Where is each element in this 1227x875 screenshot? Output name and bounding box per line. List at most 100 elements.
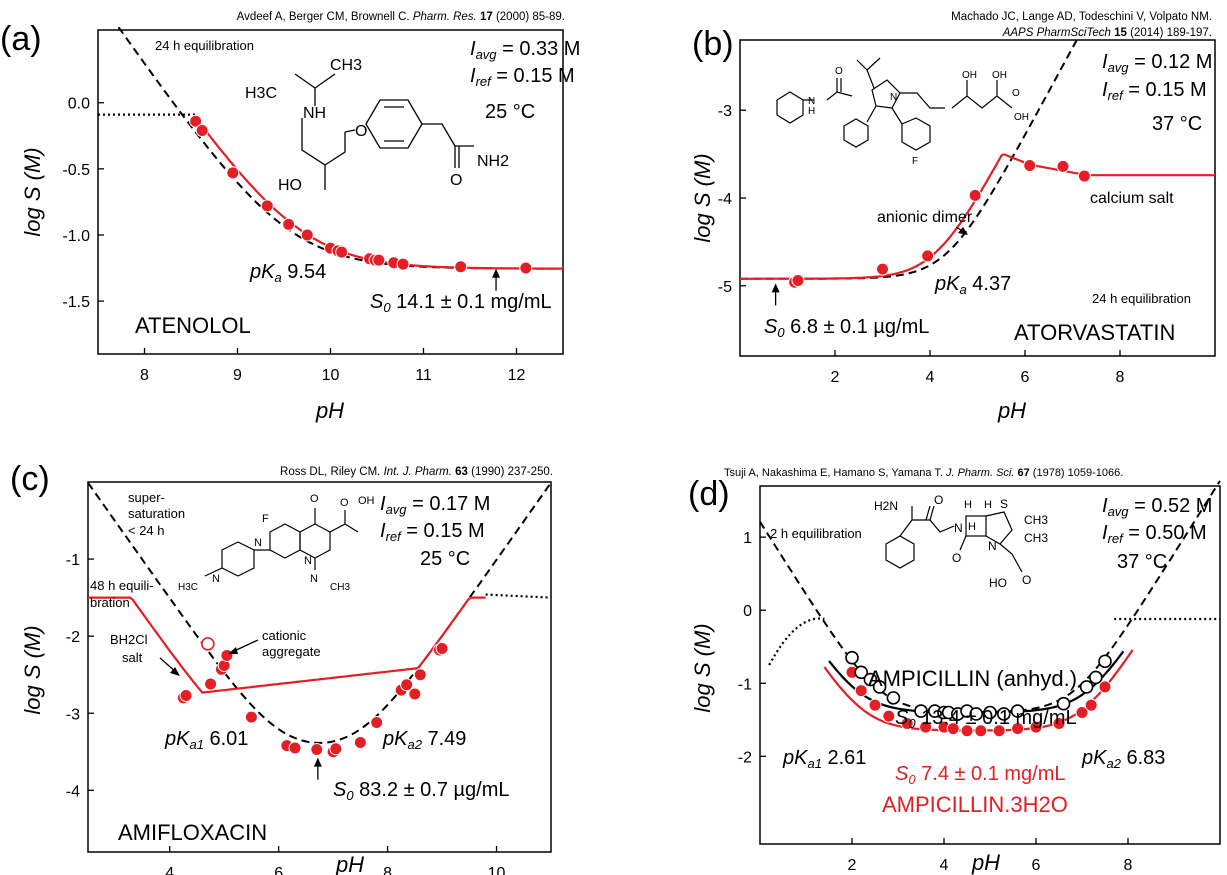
data-point (329, 742, 343, 756)
data-point (282, 217, 296, 231)
supersat-line1: super- (128, 490, 165, 505)
structure-oh: OH (358, 495, 375, 507)
x-tick-label: 6 (1032, 857, 1041, 874)
supersat-line3: < 24 h (128, 523, 165, 538)
data-point (886, 691, 901, 705)
data-point (435, 642, 449, 655)
equilibration-note: 24 h equilibration (155, 38, 254, 53)
chart-panel-a: (a) Avdeef A, Berger CM, Brownell C. Pha… (0, 11, 580, 423)
data-point (1056, 696, 1071, 711)
x-tick-label: 4 (940, 857, 949, 874)
supersat-line2: saturation (128, 506, 185, 521)
structure-nh: N (954, 521, 963, 535)
x-axis-label: pH (335, 852, 364, 875)
temperature: 25 °C (420, 548, 470, 570)
molecule-structure (885, 505, 1023, 573)
aggregate-arrowhead (228, 647, 238, 654)
s0-anhyd: S0 13.4 ± 0.1 mg/mL (895, 707, 1077, 731)
x-tick-label: 4 (926, 369, 935, 386)
y-tick-label: -4 (718, 191, 732, 208)
data-point (396, 257, 410, 271)
structure-o2: O (1012, 88, 1020, 99)
data-point (996, 707, 1011, 721)
x-tick-label: 11 (415, 367, 432, 384)
structure-ch3: CH3 (330, 57, 362, 74)
henderson-hasselbalch-curve (740, 34, 1081, 280)
x-tick-label: 8 (140, 367, 149, 384)
structure-ho: HO (278, 177, 302, 194)
s0-label: S0 14.1 ± 0.1 mg/mL (370, 291, 552, 315)
s0-arrow-head (313, 757, 322, 767)
s0-arrow-head (492, 268, 501, 278)
reference-journal: AAPS PharmSciTech 15 (2014) 189-197. (1002, 27, 1212, 39)
y-tick-label: -1.0 (62, 228, 90, 245)
data-point (400, 678, 414, 692)
pka-label: pKa 9.54 (249, 261, 326, 285)
model-curve (88, 596, 486, 694)
s0-hydrate: S0 7.4 ± 0.1 mg/mL (895, 763, 1066, 787)
panel-label: (c) (10, 460, 50, 498)
data-point (983, 705, 997, 720)
henderson-hasselbalch-curve (87, 482, 552, 744)
structure-oh3: OH (1014, 112, 1029, 123)
compound-name: ATENOLOL (135, 313, 251, 338)
reference: Ross DL, Riley CM. Int. J. Pharm. 63 (19… (280, 466, 553, 478)
equilibration-note: 2 h equilibration (770, 526, 862, 541)
data-point (195, 124, 209, 138)
y-tick-label: -5 (718, 279, 732, 296)
s0-label: S0 83.2 ± 0.7 µg/mL (333, 779, 510, 803)
data-point (914, 704, 928, 718)
structure-nh: N (808, 96, 815, 107)
structure-h3c: H3C (178, 582, 198, 593)
x-tick-label: 6 (1021, 369, 1030, 386)
dimer-note: anionic dimer (877, 209, 973, 226)
data-point (1098, 654, 1112, 669)
data-point (244, 710, 258, 724)
x-tick-label: 6 (274, 865, 283, 875)
data-point (960, 724, 974, 738)
structure-n: N (890, 92, 897, 103)
i-ref: Iref = 0.15 M (470, 65, 575, 89)
data-point (1079, 680, 1094, 694)
structure-oh2: OH (992, 70, 1007, 81)
data-point (854, 665, 868, 680)
data-point (974, 724, 988, 738)
y-tick-label: -4 (66, 783, 80, 800)
data-point (919, 720, 933, 734)
data-point (335, 245, 349, 259)
data-point (1088, 670, 1103, 685)
y-tick-label: -2 (66, 629, 80, 646)
data-point (201, 637, 215, 651)
temperature: 25 °C (485, 101, 535, 123)
data-point (288, 741, 302, 755)
temperature: 37 °C (1152, 113, 1202, 135)
structure-ch3-1: CH3 (1024, 513, 1048, 527)
y-tick-label: -1 (738, 676, 752, 693)
compound-hydrate: AMPICILLIN.3H2O (882, 792, 1068, 817)
data-point (1075, 705, 1089, 719)
structure-o1: O (934, 493, 943, 507)
panel-label: (a) (0, 20, 42, 58)
data-point (863, 672, 878, 687)
data-point (519, 261, 533, 275)
i-avg: Iavg = 0.52 M (1102, 495, 1212, 519)
y-axis-label: log S (M) (20, 147, 45, 236)
henderson-hasselbalch-curve (759, 480, 1221, 713)
data-point (204, 677, 218, 691)
dimer-arrowhead (958, 227, 968, 235)
x-axis-label: pH (971, 850, 1000, 875)
x-tick-label: 12 (508, 367, 526, 384)
data-point (260, 199, 274, 213)
y-tick-label: 0 (743, 603, 752, 620)
data-point (226, 166, 240, 180)
salt-arrowhead (170, 667, 180, 676)
data-point (1098, 680, 1112, 694)
chart-panel-c: (c) Ross DL, Riley CM. Int. J. Pharm. 63… (10, 460, 553, 875)
x-tick-label: 8 (383, 865, 392, 875)
pka2-label: pKa2 6.83 (1081, 747, 1165, 771)
structure-nh: NH (303, 105, 326, 122)
y-tick-label: -1.5 (62, 294, 90, 311)
y-axis-label: log S (M) (20, 625, 45, 714)
pka-label: pKa 4.37 (934, 273, 1011, 297)
structure-o2: O (952, 551, 961, 565)
